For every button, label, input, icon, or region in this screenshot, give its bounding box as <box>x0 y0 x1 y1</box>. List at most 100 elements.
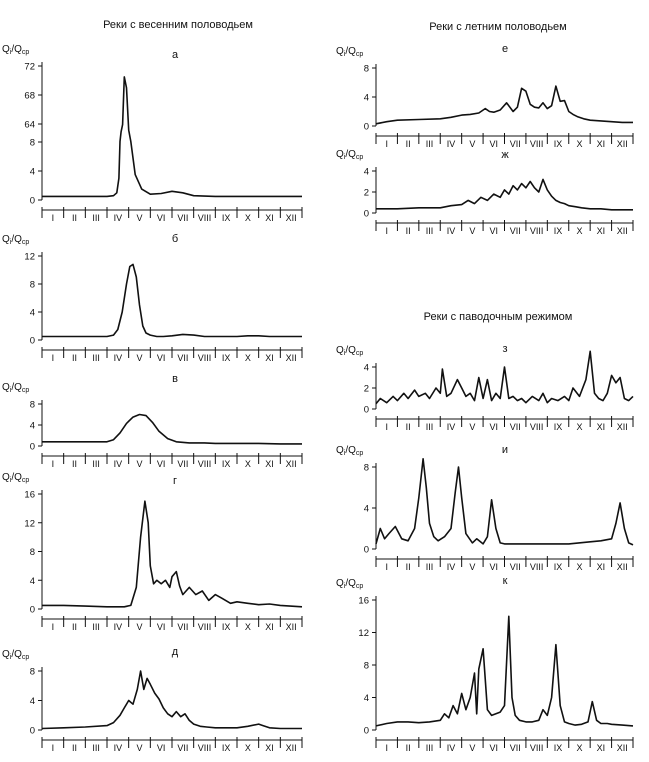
month-label-g: III <box>92 622 100 632</box>
panel-label-z: з <box>502 343 507 355</box>
y-tick-label-b: 8 <box>30 280 35 291</box>
month-label-zh: IV <box>447 226 456 236</box>
hydrograph-line-k <box>375 615 634 727</box>
month-label-z: I <box>385 422 388 432</box>
month-label-d: VI <box>157 743 166 753</box>
month-label-zh: V <box>469 226 475 236</box>
hydrograph-line-z <box>375 350 634 405</box>
month-label-e: VII <box>510 139 521 149</box>
hydrograph-line-g <box>42 500 303 608</box>
month-label-v: VIII <box>198 459 212 469</box>
month-label-k: VII <box>510 743 521 753</box>
month-label-i: IV <box>447 562 456 572</box>
y-tick-label-g: 4 <box>30 576 35 587</box>
y-tick-label-g: 0 <box>30 605 35 616</box>
hydrograph-line-i <box>375 458 634 546</box>
y-tick-label-zh: 4 <box>364 167 369 178</box>
y-tick-label-g: 8 <box>30 547 35 558</box>
month-label-zh: VII <box>510 226 521 236</box>
panel-label-d: д <box>172 646 179 658</box>
hydrograph-line-e <box>375 85 633 125</box>
panel-label-b: б <box>172 233 178 245</box>
month-label-e: XI <box>597 139 606 149</box>
panel-label-zh: ж <box>501 149 509 161</box>
month-label-d: VIII <box>198 743 212 753</box>
y-tick-label-z: 2 <box>364 384 369 395</box>
month-label-g: VIII <box>198 622 212 632</box>
y-tick-label-i: 0 <box>364 545 369 556</box>
month-label-z: III <box>426 422 434 432</box>
month-label-e: X <box>576 139 582 149</box>
panel-label-g: г <box>173 475 177 487</box>
month-label-d: II <box>72 743 77 753</box>
month-label-i: VI <box>490 562 499 572</box>
month-label-i: V <box>469 562 475 572</box>
month-label-z: VI <box>490 422 499 432</box>
y-tick-label-d: 0 <box>30 726 35 737</box>
header-summer-flood: Реки с летним половодьем <box>429 21 567 33</box>
y-tick-label-z: 4 <box>364 363 369 374</box>
month-label-d: IX <box>222 743 231 753</box>
month-label-k: III <box>426 743 434 753</box>
y-axis-label-e: Qi/Qср <box>336 46 363 58</box>
y-tick-label-k: 0 <box>364 726 369 737</box>
month-label-b: I <box>52 353 55 363</box>
month-label-g: X <box>245 622 251 632</box>
y-tick-label-d: 8 <box>30 667 35 678</box>
month-label-i: I <box>385 562 388 572</box>
panel-label-v: в <box>172 373 178 385</box>
month-label-e: XII <box>617 139 628 149</box>
y-tick-label-v: 8 <box>30 400 35 411</box>
month-label-i: VII <box>510 562 521 572</box>
y-tick-label-a: 0 <box>30 196 35 207</box>
hydrograph-line-b <box>42 263 302 338</box>
y-tick-label-k: 8 <box>364 661 369 672</box>
month-label-v: III <box>92 459 100 469</box>
month-label-z: V <box>469 422 475 432</box>
month-label-d: X <box>245 743 251 753</box>
month-label-a: IX <box>222 213 231 223</box>
month-label-d: V <box>136 743 142 753</box>
month-label-g: IX <box>222 622 231 632</box>
month-label-v: IV <box>114 459 123 469</box>
month-label-e: I <box>385 139 388 149</box>
y-tick-label-e: 4 <box>364 93 369 104</box>
panel-label-a: а <box>172 49 179 61</box>
month-label-v: V <box>136 459 142 469</box>
y-axis-label-z: Qi/Qср <box>336 345 363 357</box>
y-axis-label-v: Qi/Qср <box>2 382 29 394</box>
month-label-i: XI <box>597 562 606 572</box>
month-label-b: X <box>245 353 251 363</box>
y-tick-label-b: 12 <box>24 252 35 263</box>
y-tick-label-zh: 2 <box>364 188 369 199</box>
header-spring-flood: Реки с весенним половодьем <box>103 19 253 31</box>
month-label-b: VII <box>177 353 188 363</box>
y-tick-label-g: 12 <box>24 518 35 529</box>
month-label-zh: II <box>406 226 411 236</box>
month-label-z: VII <box>510 422 521 432</box>
hydrograph-line-v <box>42 413 302 445</box>
month-label-d: XII <box>286 743 297 753</box>
y-tick-label-a: 4 <box>30 167 35 178</box>
month-label-zh: X <box>576 226 582 236</box>
y-tick-label-zh: 0 <box>364 209 369 220</box>
month-label-k: V <box>469 743 475 753</box>
y-tick-label-i: 4 <box>364 504 369 515</box>
hydrograph-line-d <box>41 670 302 730</box>
y-axis-label-zh: Qi/Qср <box>336 149 363 161</box>
month-label-b: IX <box>222 353 231 363</box>
month-label-e: IV <box>447 139 456 149</box>
y-axis-label-g: Qi/Qср <box>2 472 29 484</box>
month-label-a: XII <box>286 213 297 223</box>
y-axis-label-k: Qi/Qср <box>336 578 363 590</box>
month-label-g: II <box>72 622 77 632</box>
month-label-v: I <box>52 459 55 469</box>
hydrograph-line-zh <box>376 178 633 211</box>
y-tick-label-k: 16 <box>358 596 369 607</box>
month-label-a: VII <box>177 213 188 223</box>
y-tick-label-v: 0 <box>30 442 35 453</box>
